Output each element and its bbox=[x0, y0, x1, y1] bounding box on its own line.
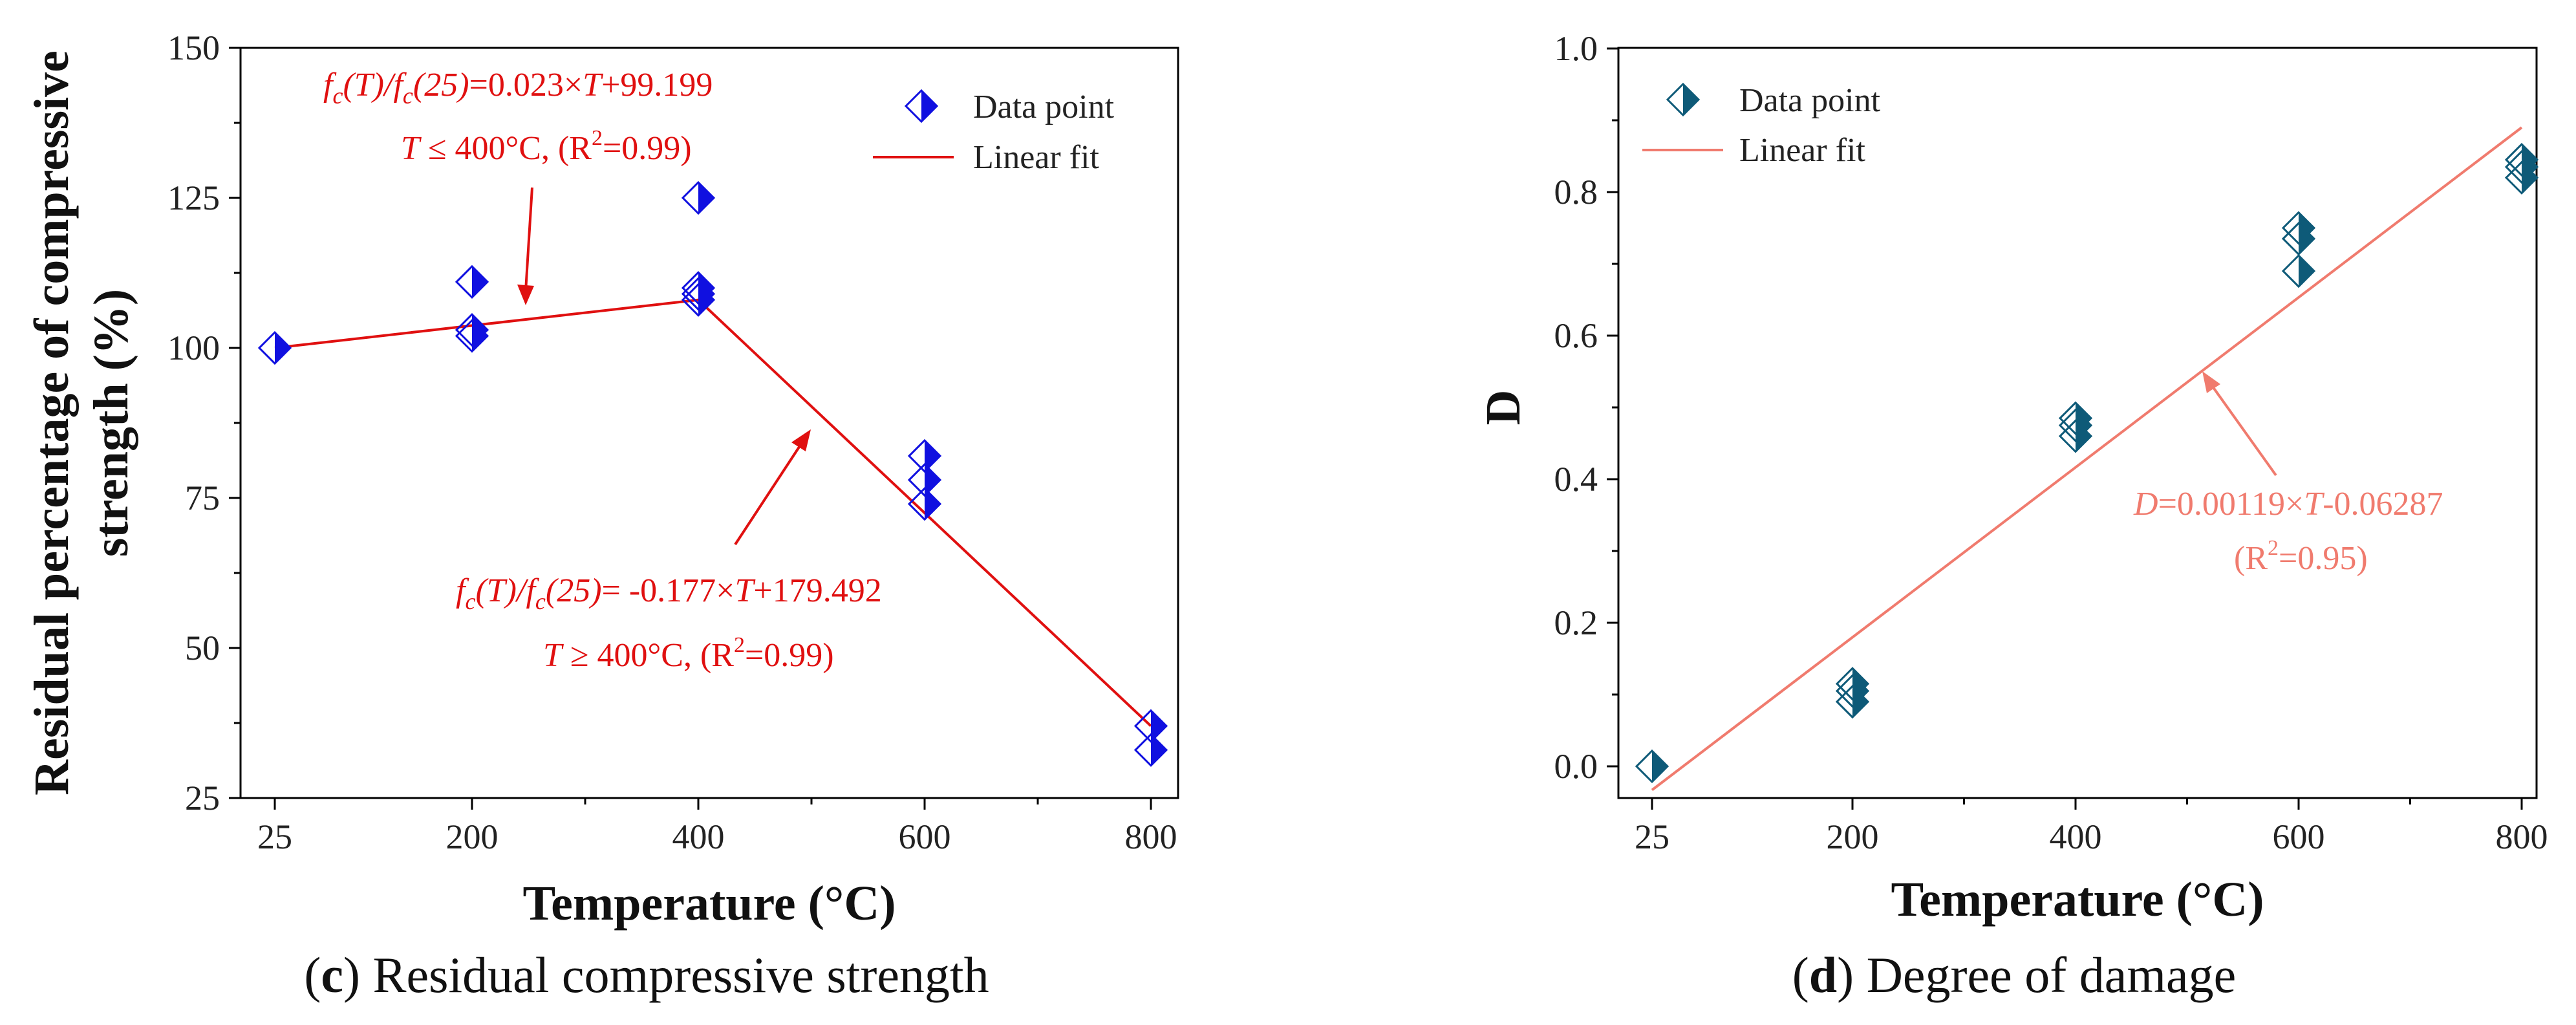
x-tick-label-d-25: 25 bbox=[1635, 817, 1669, 856]
legend-label-datapoint-d: Data point bbox=[1739, 82, 1881, 119]
data-point-d-6 bbox=[2058, 419, 2093, 453]
x-axis-label-d: Temperature (°C) bbox=[1891, 872, 2264, 927]
y-tick-label-d-0.4: 0.4 bbox=[1554, 460, 1598, 499]
y-tick-label-d-1.0: 1.0 bbox=[1554, 29, 1598, 68]
legend-d: Data point Linear fit bbox=[1642, 82, 1881, 169]
annotation-fit1-range: T ≤ 400°C, (R2=0.99) bbox=[401, 126, 692, 167]
annotation-fit-d-r2: (R2=0.95) bbox=[2234, 536, 2368, 577]
caption-d: (d) Degree of damage bbox=[1792, 947, 2237, 1003]
y-tick-label-d-0.8: 0.8 bbox=[1554, 173, 1598, 211]
chart-c: 25 200 400 600 800 25 50 75 100 125 150 Temperatu… bbox=[25, 28, 1179, 1003]
legend-label-fit-d: Linear fit bbox=[1739, 132, 1865, 169]
y-axis-label-c-line1: Residual percentage of compressive bbox=[25, 50, 79, 795]
x-tick-label-c-800: 800 bbox=[1125, 817, 1177, 856]
x-ticks-d: 25 200 400 600 800 bbox=[1635, 798, 2548, 856]
x-tick-label-c-25: 25 bbox=[257, 817, 292, 856]
data-point-c-7 bbox=[681, 283, 716, 317]
y-ticks-d: 0.0 0.2 0.4 0.6 0.8 1.0 bbox=[1554, 29, 1618, 786]
x-tick-label-c-600: 600 bbox=[899, 817, 951, 856]
data-point-c-10 bbox=[907, 487, 942, 521]
x-tick-label-d-600: 600 bbox=[2273, 817, 2325, 856]
data-point-c-0 bbox=[257, 330, 292, 365]
caption-d-text: Degree of damage bbox=[1854, 947, 2236, 1003]
x-tick-label-d-200: 200 bbox=[1827, 817, 1879, 856]
caption-d-letter: d bbox=[1809, 947, 1837, 1003]
y-tick-label-c-150: 150 bbox=[167, 28, 220, 67]
caption-c: (c) Residual compressive strength bbox=[304, 947, 989, 1003]
annotation-fit1-c: fc(T)/fc(25)=0.023×T+99.199 T ≤ 400°C, (… bbox=[323, 67, 713, 167]
x-tick-label-c-400: 400 bbox=[672, 817, 725, 856]
data-points-c bbox=[257, 180, 1168, 767]
fit-lines-d bbox=[1651, 126, 2523, 792]
annotation-arrow-d bbox=[2202, 371, 2277, 477]
y-axis-label-c-line2: strength (%) bbox=[84, 289, 138, 557]
annotation-arrow-1-c bbox=[517, 187, 534, 305]
caption-c-letter: c bbox=[321, 947, 343, 1003]
y-tick-label-c-75: 75 bbox=[185, 479, 220, 517]
chart-d: 25 200 400 600 800 0.0 0.2 0.4 0.6 0.8 1.0 Temper… bbox=[1476, 29, 2548, 1003]
y-tick-label-c-25: 25 bbox=[185, 779, 220, 817]
y-axis-label-d: D bbox=[1476, 390, 1530, 426]
annotation-arrow-2-c bbox=[734, 429, 811, 546]
legend-marker-datapoint-c bbox=[904, 89, 939, 124]
x-ticks-c: 25 200 400 600 800 bbox=[257, 798, 1177, 856]
legend-marker-datapoint-d bbox=[1666, 82, 1701, 117]
annotation-fit1-eq: fc(T)/fc(25)=0.023×T+99.199 bbox=[323, 67, 713, 109]
annotation-fit-d: D=0.00119×T-0.06287 (R2=0.95) bbox=[2133, 486, 2443, 577]
legend-label-datapoint-c: Data point bbox=[973, 89, 1115, 125]
y-axis-label-c: Residual percentage of compressive stren… bbox=[25, 50, 138, 795]
legend-label-fit-c: Linear fit bbox=[973, 139, 1099, 176]
y-tick-label-d-0.2: 0.2 bbox=[1554, 603, 1598, 642]
data-point-d-9 bbox=[2281, 254, 2316, 288]
data-points-d bbox=[1635, 142, 2539, 784]
annotation-fit2-range: T ≥ 400°C, (R2=0.99) bbox=[543, 633, 834, 674]
x-axis-label-c: Temperature (°C) bbox=[522, 876, 896, 931]
y-tick-label-d-0.0: 0.0 bbox=[1554, 747, 1598, 786]
y-tick-label-c-100: 100 bbox=[167, 329, 220, 367]
data-point-d-12 bbox=[2504, 160, 2539, 195]
caption-c-text: Residual compressive strength bbox=[360, 947, 989, 1003]
legend-diamond-d bbox=[1666, 82, 1701, 117]
data-point-c-12 bbox=[1133, 733, 1168, 767]
annotation-fit-d-eq: D=0.00119×T-0.06287 bbox=[2133, 486, 2443, 523]
fit-line-d bbox=[1651, 126, 2523, 792]
plot-frame-d bbox=[1617, 47, 2538, 799]
x-tick-label-c-200: 200 bbox=[446, 817, 499, 856]
data-point-c-1 bbox=[455, 264, 489, 299]
legend-c: Data point Linear fit bbox=[873, 89, 1115, 176]
y-tick-label-c-50: 50 bbox=[185, 629, 220, 667]
y-tick-label-d-0.6: 0.6 bbox=[1554, 316, 1598, 355]
annotation-fit2-c: fc(T)/fc(25)= -0.177×T+179.492 T ≥ 400°C… bbox=[456, 572, 882, 674]
x-tick-label-d-800: 800 bbox=[2496, 817, 2548, 856]
data-point-c-3 bbox=[455, 319, 489, 353]
y-tick-label-c-125: 125 bbox=[167, 178, 220, 217]
x-tick-label-d-400: 400 bbox=[2050, 817, 2102, 856]
y-ticks-c: 25 50 75 100 125 150 bbox=[167, 28, 241, 817]
data-point-c-4 bbox=[681, 180, 716, 215]
legend-diamond-c bbox=[904, 89, 939, 124]
annotation-fit2-eq: fc(T)/fc(25)= -0.177×T+179.492 bbox=[456, 572, 882, 614]
data-point-d-0 bbox=[1635, 749, 1669, 784]
data-point-d-3 bbox=[1835, 684, 1870, 719]
